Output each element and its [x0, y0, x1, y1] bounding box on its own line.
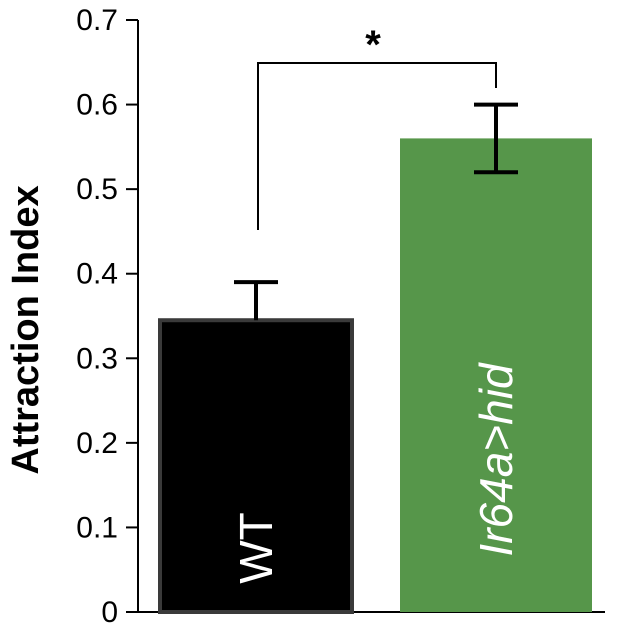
y-axis: 0 0.1 0.2 0.3 0.4 0.5 0.6 0.7	[76, 4, 605, 629]
y-tick-label: 0.2	[76, 427, 118, 460]
bar-category-label: Ir64a>hid	[470, 362, 522, 557]
bar-category-label: WT	[230, 512, 282, 584]
y-tick-label: 0.4	[76, 258, 118, 291]
significance-annotation: *	[257, 23, 497, 230]
y-tick-label: 0	[101, 596, 118, 625]
bar	[400, 138, 592, 612]
y-axis-label: Attraction Index	[5, 185, 47, 474]
y-tick-label: 0.7	[76, 4, 118, 37]
significance-bracket	[257, 62, 497, 230]
y-tick-label: 0.1	[76, 511, 118, 544]
y-tick-label: 0.3	[76, 342, 118, 375]
bars: WT Ir64a>hid	[158, 102, 592, 614]
y-tick-label: 0.5	[76, 173, 118, 206]
significance-star: *	[365, 23, 381, 67]
y-tick-label: 0.6	[76, 89, 118, 122]
